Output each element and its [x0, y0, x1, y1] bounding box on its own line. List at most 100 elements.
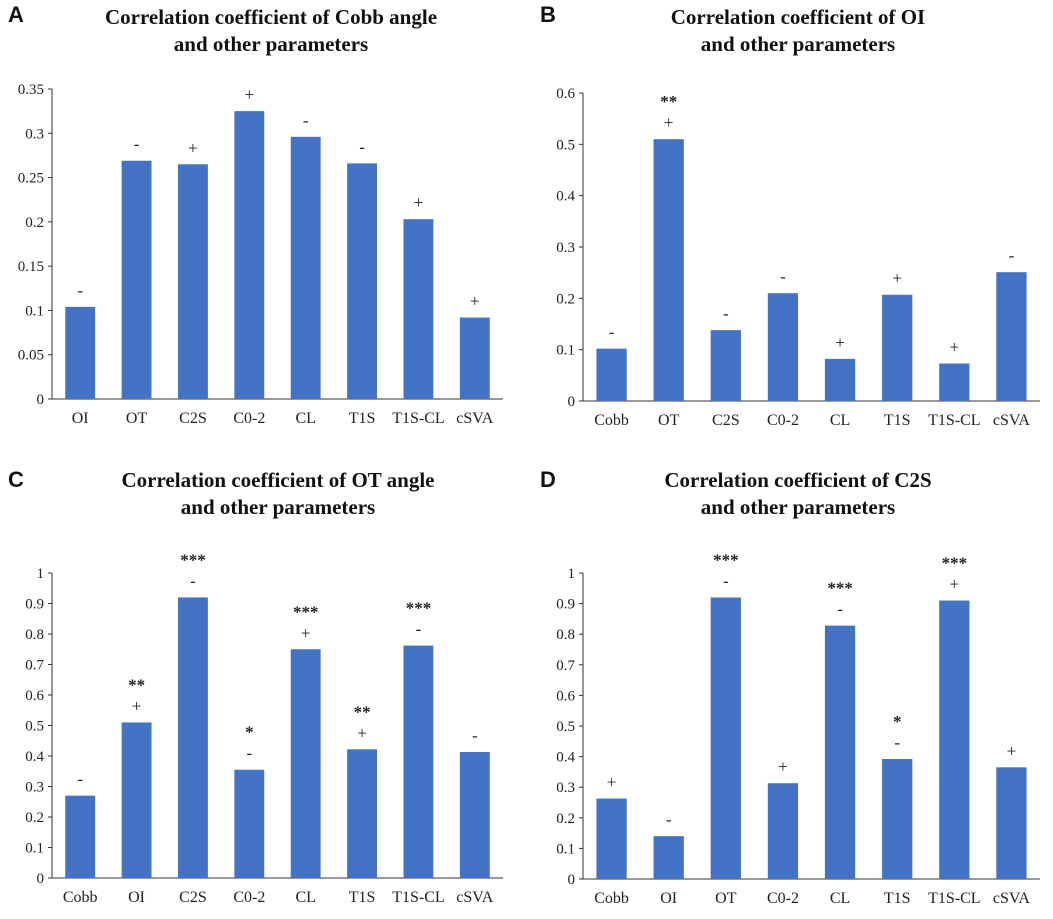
x-category-label: OT [126, 410, 148, 427]
correlation-sign: + [132, 696, 142, 715]
bar-t1s [882, 294, 913, 401]
correlation-sign: + [607, 773, 617, 792]
x-category-label: C0-2 [767, 412, 799, 429]
significance-stars: *** [942, 554, 968, 573]
x-category-label: T1S-CL [928, 412, 980, 429]
bar-c2s [710, 330, 741, 401]
significance-stars: ** [660, 92, 677, 111]
correlation-sign: - [1009, 246, 1015, 265]
y-tick-label: 0.15 [18, 259, 44, 275]
bar-cl [290, 136, 321, 400]
bar-csva [459, 752, 490, 878]
x-category-label: C2S [712, 412, 740, 429]
bar-t1s-cl [403, 219, 434, 399]
correlation-sign: - [666, 810, 672, 829]
x-category-label: CL [830, 890, 850, 907]
bar-oi [65, 306, 96, 399]
y-tick-label: 0.6 [556, 688, 575, 704]
correlation-sign: + [414, 193, 424, 212]
x-category-label: CL [295, 889, 315, 906]
correlation-sign: + [950, 338, 960, 357]
y-tick-label: 0.3 [556, 240, 575, 256]
x-category-label: C0-2 [233, 410, 265, 427]
y-tick-label: 0 [37, 871, 45, 887]
bar-cobb [596, 348, 627, 401]
chart-title-line-2: and other parameters [701, 32, 895, 56]
y-tick-label: 0.7 [25, 658, 44, 674]
panel-c: C Correlation coefficient of OT angle an… [8, 467, 503, 906]
bar-oi [653, 836, 684, 879]
x-category-label: T1S-CL [392, 889, 444, 906]
y-tick-label: 0 [568, 394, 576, 410]
bar-t1s [347, 163, 378, 399]
x-category-label: T1S-CL [392, 410, 444, 427]
bar-oi [121, 722, 152, 878]
bar-cl [824, 358, 856, 401]
x-category-label: T1S [884, 890, 911, 907]
y-tick-label: 0.5 [556, 137, 575, 153]
bar-c0-2 [767, 783, 799, 879]
bar-csva [996, 767, 1027, 879]
bar-cl [290, 649, 321, 878]
y-tick-label: 0.9 [25, 597, 44, 613]
chart-title-line-1: Correlation coefficient of OI [671, 5, 925, 29]
chart-title-line-1: Correlation coefficient of Cobb angle [105, 5, 437, 29]
correlation-sign: + [1007, 741, 1017, 760]
correlation-sign: + [245, 85, 255, 104]
correlation-sign: + [835, 333, 845, 352]
bar-ot [653, 139, 684, 401]
x-category-label: Cobb [594, 890, 629, 907]
y-tick-label: 0.3 [25, 780, 44, 796]
y-tick-label: 0.6 [25, 688, 44, 704]
panel-a: A Correlation coefficient of Cobb angle … [8, 2, 503, 427]
correlation-sign: + [778, 757, 788, 776]
correlation-sign: - [359, 137, 365, 156]
panel-letter: D [540, 467, 556, 492]
correlation-sign: + [950, 575, 960, 594]
correlation-sign: - [780, 267, 786, 286]
panel-d: D Correlation coefficient of C2S and oth… [540, 467, 1040, 907]
y-tick-label: 0.8 [25, 627, 44, 643]
y-tick-label: 0.8 [556, 627, 575, 643]
bar-t1s-cl [939, 600, 970, 879]
correlation-sign: - [723, 304, 729, 323]
y-tick-label: 0.35 [18, 82, 44, 98]
correlation-sign: - [303, 111, 309, 130]
y-tick-label: 0.4 [556, 750, 575, 766]
bar-c0-2 [767, 293, 799, 401]
x-category-label: Cobb [594, 412, 629, 429]
y-tick-label: 0.6 [556, 86, 575, 102]
y-tick-label: 0.2 [556, 811, 575, 827]
y-tick-label: 0.2 [25, 215, 44, 231]
bar-t1s [882, 759, 913, 879]
chart-title-line-2: and other parameters [174, 32, 368, 56]
y-tick-label: 0 [37, 392, 45, 408]
bar-cl [824, 625, 856, 879]
significance-stars: *** [827, 579, 853, 598]
chart-title-line-2: and other parameters [701, 495, 895, 519]
correlation-sign: - [837, 600, 843, 619]
bar-t1s-cl [403, 645, 434, 878]
correlation-sign: + [301, 623, 311, 642]
y-tick-label: 0.3 [25, 126, 44, 142]
significance-stars: ** [128, 675, 145, 694]
y-tick-label: 0.1 [556, 343, 575, 359]
significance-stars: *** [713, 550, 739, 569]
significance-stars: * [245, 723, 254, 742]
x-category-label: T1S [884, 412, 911, 429]
x-category-label: C0-2 [233, 889, 265, 906]
bar-cobb [65, 795, 96, 878]
bar-c2s [177, 164, 208, 399]
x-category-label: C2S [179, 410, 207, 427]
correlation-sign: - [894, 733, 900, 752]
x-category-label: cSVA [456, 889, 493, 906]
bar-cobb [596, 798, 627, 879]
x-category-label: OI [128, 889, 145, 906]
bar-c2s [177, 597, 208, 878]
y-tick-label: 0.5 [556, 719, 575, 735]
bar-ot [710, 597, 741, 879]
chart-title-line-2: and other parameters [181, 495, 375, 519]
panel-letter: C [8, 467, 24, 492]
chart-title-line-1: Correlation coefficient of OT angle [122, 468, 435, 492]
x-category-label: CL [830, 412, 850, 429]
